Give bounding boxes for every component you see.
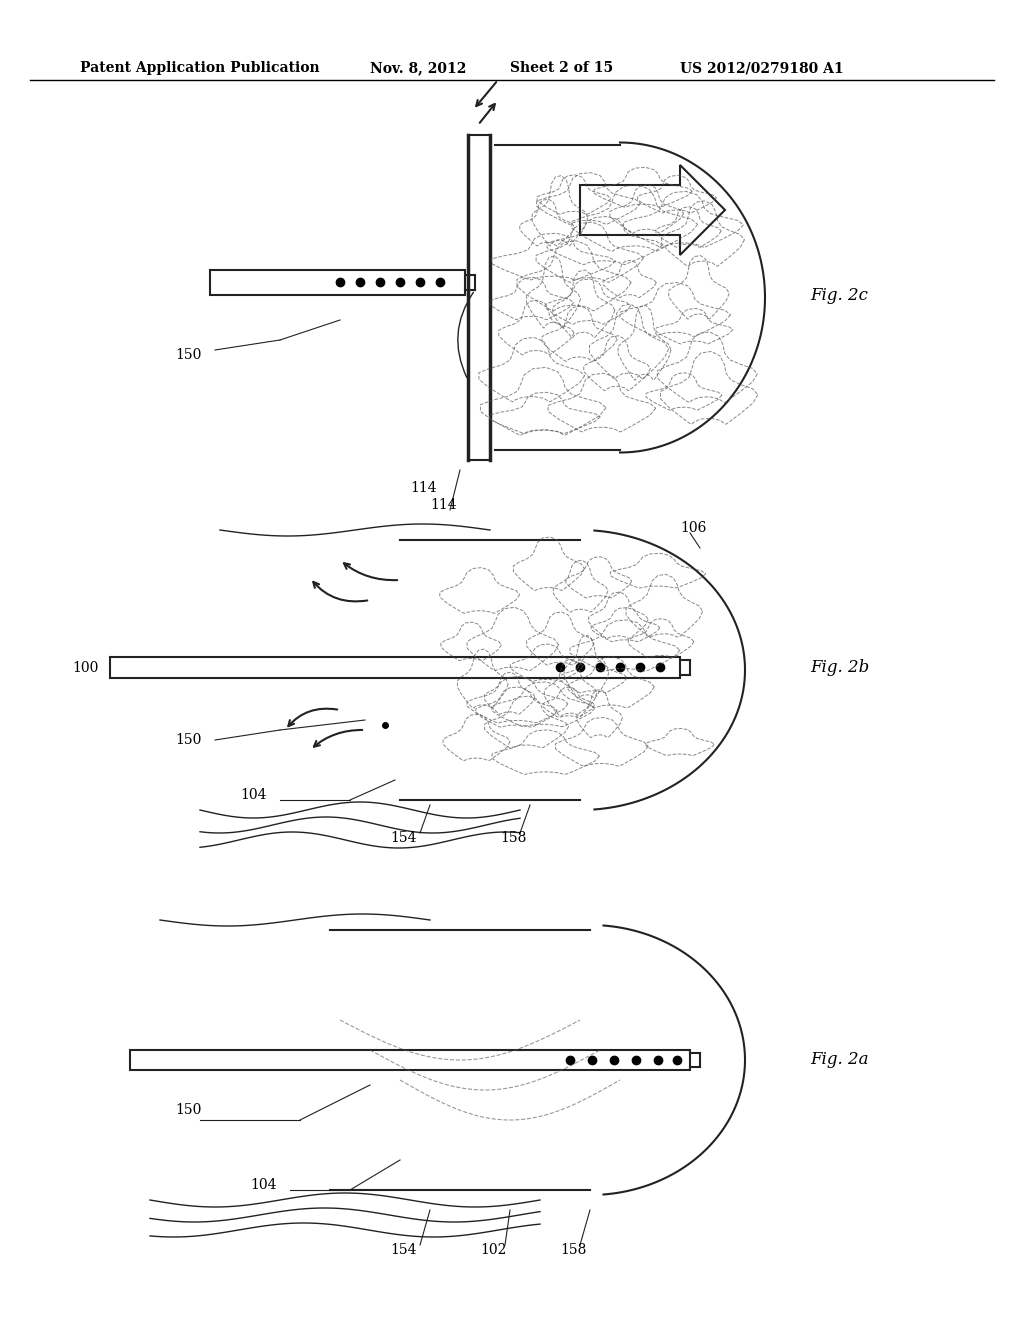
Text: 158: 158 — [560, 1243, 587, 1257]
Text: 154: 154 — [390, 832, 417, 845]
Text: 158: 158 — [500, 832, 526, 845]
Text: 114: 114 — [410, 480, 436, 495]
Text: Fig. 2b: Fig. 2b — [810, 660, 869, 676]
Text: 114: 114 — [430, 498, 457, 512]
Text: 150: 150 — [175, 1104, 202, 1117]
Text: 150: 150 — [175, 348, 202, 362]
Text: 104: 104 — [240, 788, 266, 803]
Text: 102: 102 — [480, 1243, 507, 1257]
Text: 104: 104 — [250, 1177, 276, 1192]
Text: Patent Application Publication: Patent Application Publication — [80, 61, 319, 75]
Text: US 2012/0279180 A1: US 2012/0279180 A1 — [680, 61, 844, 75]
Text: Nov. 8, 2012: Nov. 8, 2012 — [370, 61, 466, 75]
Text: 106: 106 — [680, 521, 707, 535]
Text: 154: 154 — [390, 1243, 417, 1257]
Text: Fig. 2a: Fig. 2a — [810, 1052, 868, 1068]
Text: Fig. 2c: Fig. 2c — [810, 286, 868, 304]
Text: 100: 100 — [72, 661, 98, 675]
Text: Sheet 2 of 15: Sheet 2 of 15 — [510, 61, 613, 75]
Text: 150: 150 — [175, 733, 202, 747]
